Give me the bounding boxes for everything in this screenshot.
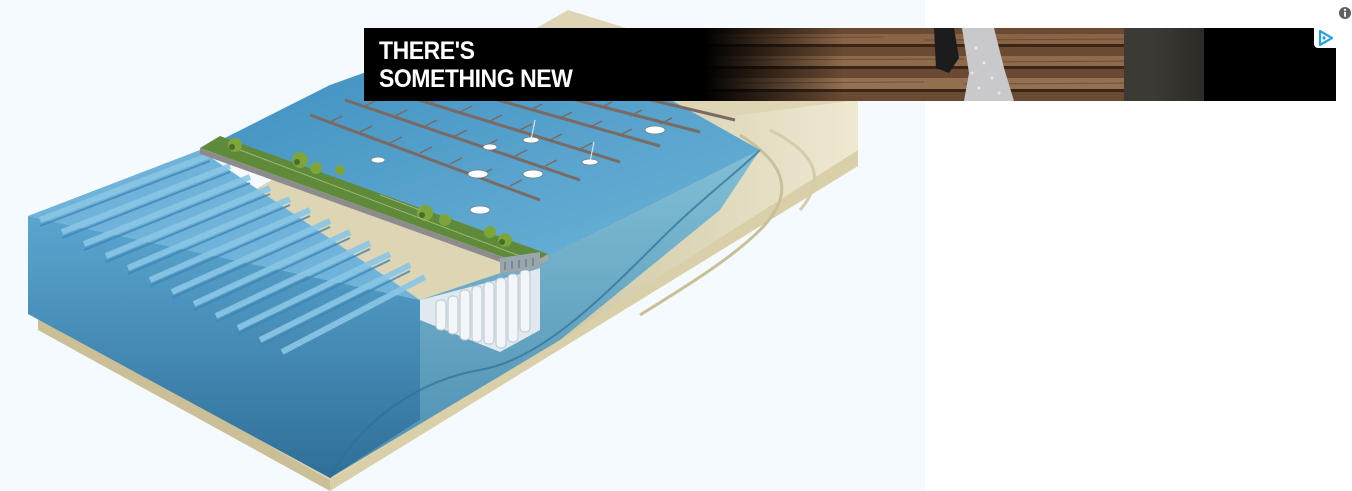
ad-headline-line2: SOMETHING NEW bbox=[379, 65, 573, 93]
marina-water bbox=[205, 60, 760, 258]
info-icon[interactable] bbox=[1338, 6, 1352, 20]
ad-headline: THERE'S SOMETHING NEW bbox=[379, 37, 573, 93]
beach bbox=[560, 100, 858, 340]
ad-headline-line1: THERE'S bbox=[379, 37, 475, 65]
ocean-section bbox=[28, 216, 420, 478]
adchoices-triangle-icon[interactable] bbox=[1314, 28, 1336, 48]
ad-photo bbox=[704, 28, 1336, 101]
advertisement-banner[interactable]: THERE'S SOMETHING NEW bbox=[364, 28, 1336, 101]
boats bbox=[370, 125, 666, 215]
breakwater-piles bbox=[420, 252, 540, 352]
ocean-waves bbox=[38, 152, 427, 355]
